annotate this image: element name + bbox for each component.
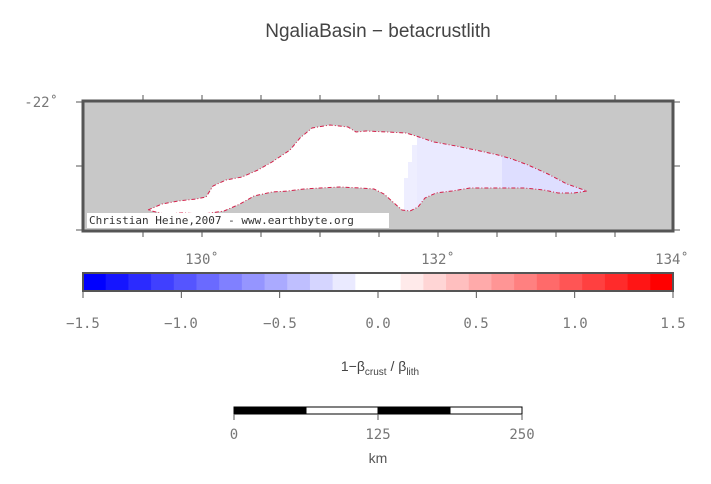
colorbar-cell	[287, 273, 311, 291]
colorbar	[83, 273, 674, 291]
scale-bar-label-125: 125	[365, 427, 390, 443]
scale-bar-segment-4	[449, 406, 523, 415]
colorbar-cell	[627, 273, 651, 291]
basin-outline	[146, 124, 588, 215]
colorbar-cell	[582, 273, 606, 291]
colorbar-cell	[83, 273, 107, 291]
colorbar-label: 1−βcrust / βlith	[341, 358, 419, 378]
colorbar-tick-label: 1.0	[562, 316, 587, 332]
colorbar-cell	[241, 273, 266, 291]
basin-shade-strip-3	[412, 145, 417, 214]
colorbar-cell	[378, 273, 402, 291]
scale-bar-segment-2	[305, 406, 379, 415]
colorbar-cell	[650, 273, 674, 291]
colorbar-tick-label: 0.5	[463, 316, 488, 332]
lon-tick-label-132: 132˚	[421, 251, 455, 268]
lat-tick-label-22s: -22˚	[24, 94, 58, 111]
map-title: NgaliaBasin − betacrustlith	[265, 21, 491, 42]
colorbar-cell	[173, 273, 197, 291]
colorbar-frame	[82, 272, 674, 292]
colorbar-ticks	[82, 292, 674, 298]
colorbar-tick-label: −1.0	[164, 316, 198, 332]
credit-background	[87, 213, 389, 228]
scale-bar: 0 125 250 km	[230, 406, 535, 466]
basin-shade-strip-1	[404, 178, 408, 214]
scale-bar-label-250: 250	[509, 427, 534, 443]
colorbar-cell	[264, 273, 288, 291]
lon-tick-label-130: 130˚	[185, 251, 219, 268]
scale-bar-segment-3	[377, 406, 451, 415]
colorbar-label-sub-1: crust	[365, 367, 387, 378]
colorbar-cell	[332, 273, 356, 291]
colorbar-cell	[400, 273, 424, 291]
colorbar-cell	[219, 273, 243, 291]
credit-text: Christian Heine,2007 - www.earthbyte.org	[89, 214, 354, 227]
map-ticks	[76, 95, 680, 237]
colorbar-cell	[604, 273, 629, 291]
scale-bar-label-0: 0	[230, 427, 238, 443]
colorbar-cell	[559, 273, 583, 291]
colorbar-cell	[446, 273, 470, 291]
colorbar-cell	[355, 273, 379, 291]
lon-tick-label-134: 134˚	[655, 251, 689, 268]
colorbar-tick-label: 0.0	[365, 316, 390, 332]
colorbar-cell	[536, 273, 561, 291]
colorbar-tick-label: −0.5	[263, 316, 297, 332]
colorbar-cell	[128, 273, 152, 291]
colorbar-tick-label: 1.5	[660, 316, 685, 332]
colorbar-tick-labels: −1.5 −1.0 −0.5 0.0 0.5 1.0 1.5	[66, 316, 686, 332]
colorbar-cell	[514, 273, 538, 291]
basin-shade-strip-2	[408, 162, 412, 214]
colorbar-cell	[468, 273, 492, 291]
colorbar-label-main-2: / β	[387, 358, 407, 374]
scale-bar-unit: km	[369, 450, 388, 466]
scale-bar-segment-1	[233, 406, 307, 415]
colorbar-cell	[309, 273, 334, 291]
colorbar-cell	[196, 273, 220, 291]
basin-fill	[148, 125, 587, 214]
colorbar-tick-label: −1.5	[66, 316, 100, 332]
colorbar-cell	[105, 273, 129, 291]
colorbar-cell	[491, 273, 515, 291]
colorbar-cell	[151, 273, 175, 291]
colorbar-label-sub-2: lith	[406, 367, 419, 378]
colorbar-label-main-1: 1−β	[341, 358, 365, 374]
colorbar-cell	[423, 273, 447, 291]
